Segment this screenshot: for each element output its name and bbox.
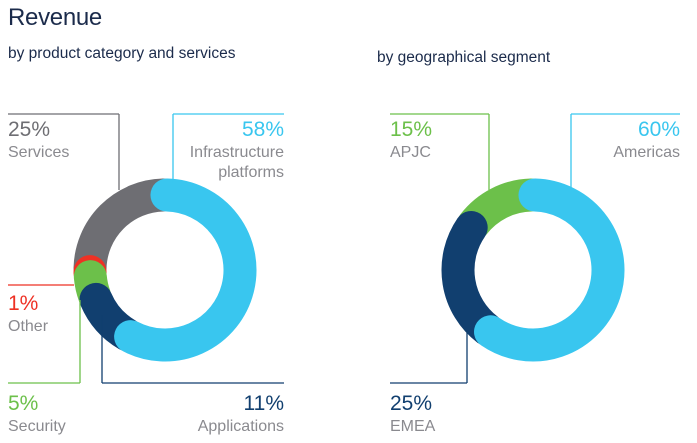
label-other: Other xyxy=(8,318,49,335)
label-applications: Applications xyxy=(198,418,284,435)
slice-infrastructure-platforms xyxy=(114,178,257,362)
leader-line-applications xyxy=(101,315,284,384)
label-americas: Americas xyxy=(613,144,680,161)
leader-line-infrastructure-platforms xyxy=(172,113,284,183)
leader-line-security xyxy=(8,300,81,384)
label-apjc: APJC xyxy=(390,144,431,161)
leader-line-apjc xyxy=(390,113,490,190)
leader-line-services xyxy=(8,113,120,190)
leader-line-americas xyxy=(570,113,680,190)
percent-apjc: 15% xyxy=(390,118,432,141)
slice-emea xyxy=(441,211,504,347)
product-subtitle: by product category and services xyxy=(8,45,236,62)
chart-title: Revenue xyxy=(8,4,102,31)
leader-line-emea xyxy=(390,330,468,384)
percent-infrastructure-platforms: 58% xyxy=(242,118,284,141)
label-infrastructure-platforms: platforms xyxy=(218,164,284,181)
label-services: Services xyxy=(8,144,69,161)
percent-emea: 25% xyxy=(390,392,432,415)
callouts: 58% Infrastructure platforms 11% Application… xyxy=(8,113,680,435)
percent-other: 1% xyxy=(8,292,38,315)
percent-security: 5% xyxy=(8,392,38,415)
label-security: Security xyxy=(8,418,66,435)
label-infrastructure-platforms: Infrastructure xyxy=(190,144,284,161)
label-emea: EMEA xyxy=(390,418,436,435)
geo-donut xyxy=(441,178,625,362)
percent-services: 25% xyxy=(8,118,50,141)
percent-applications: 11% xyxy=(244,392,284,415)
product-donut xyxy=(73,178,257,362)
slice-americas xyxy=(474,178,625,362)
percent-americas: 60% xyxy=(638,118,680,141)
geo-subtitle: by geographical segment xyxy=(377,49,551,66)
slice-services xyxy=(73,178,180,285)
